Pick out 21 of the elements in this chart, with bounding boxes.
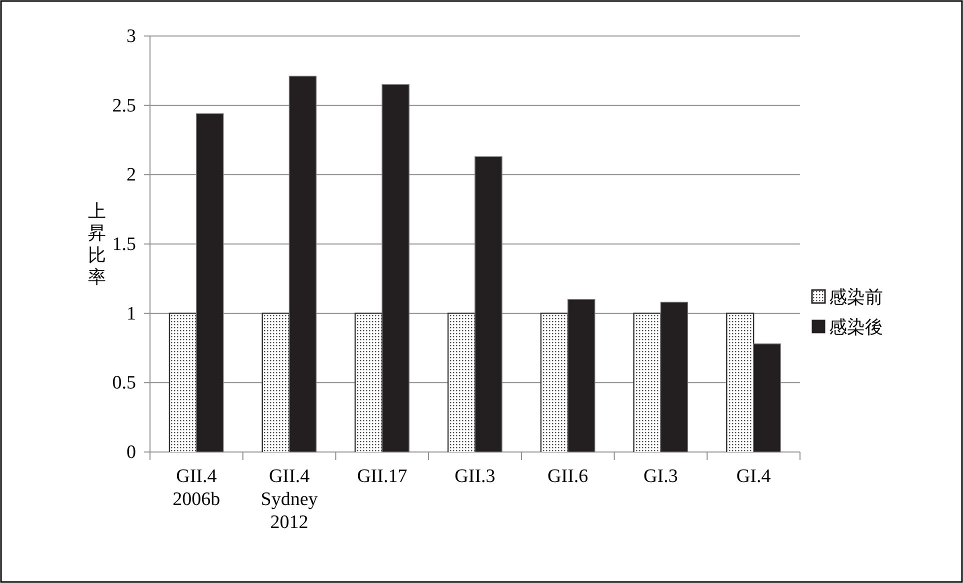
x-tick-label: GII.4 2006b xyxy=(172,466,220,510)
y-tick-label: 2 xyxy=(126,164,136,186)
y-tick-label: 3 xyxy=(126,26,136,47)
x-tick-label: GII.3 xyxy=(454,466,496,487)
y-tick-label: 0.5 xyxy=(112,372,136,394)
y-tick-label: 0 xyxy=(126,442,136,463)
x-tick-label: GI.4 xyxy=(736,466,772,487)
x-tick-label: GII.17 xyxy=(357,466,408,487)
y-tick-label: 1.5 xyxy=(112,234,136,255)
x-tick-label: GII.4 Sydney 2012 xyxy=(260,466,318,533)
bar xyxy=(288,76,317,452)
bar xyxy=(196,113,224,452)
x-tick-label: GI.3 xyxy=(644,466,678,487)
x-tick-label: GII.6 xyxy=(548,466,588,487)
y-tick-label: 2.5 xyxy=(112,95,136,116)
legend-label: 感染後 xyxy=(829,317,883,338)
bar xyxy=(382,84,410,452)
legend-label: 感染前 xyxy=(829,287,883,308)
bar xyxy=(474,156,502,452)
y-tick-label: 1 xyxy=(126,303,136,324)
y-axis-title: 上昇比率 xyxy=(88,201,106,288)
